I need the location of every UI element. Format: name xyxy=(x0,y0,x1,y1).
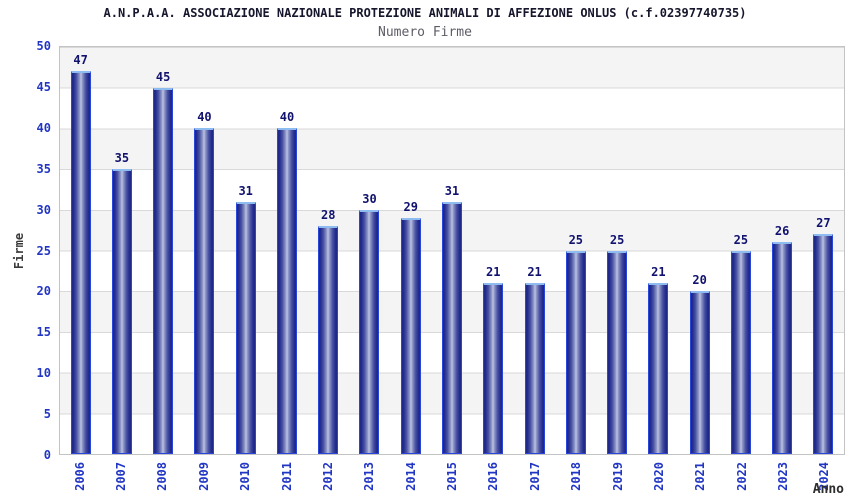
bar-2009 xyxy=(194,128,215,454)
bar-value-label: 20 xyxy=(692,273,707,288)
bar-2013 xyxy=(359,209,380,454)
bar-value-label: 40 xyxy=(279,110,295,125)
y-tick-label: 25 xyxy=(36,243,51,258)
bar-2012 xyxy=(318,226,339,454)
chart-title: A.N.P.A.A. ASSOCIAZIONE NAZIONALE PROTEZ… xyxy=(103,6,747,20)
bar-slot: 27 xyxy=(803,47,844,454)
bar-2020 xyxy=(648,283,669,454)
x-tick-2018: 2018 xyxy=(569,462,584,491)
x-tick-2006: 2006 xyxy=(72,462,87,491)
bar-slot: 30 xyxy=(349,47,390,454)
bar-slot: 21 xyxy=(514,47,555,454)
x-tick-2017: 2017 xyxy=(527,462,542,491)
y-tick-label: 45 xyxy=(36,79,51,94)
y-axis-tick-labels: 0 5 10 15 20 25 30 35 40 45 50 xyxy=(0,40,55,461)
bar-2008 xyxy=(153,87,174,454)
bar-slot: 35 xyxy=(101,47,142,454)
x-tick-2016: 2016 xyxy=(486,462,501,491)
x-tick-2007: 2007 xyxy=(114,462,129,491)
x-tick-2010: 2010 xyxy=(238,462,253,491)
bar-value-label: 35 xyxy=(114,151,130,166)
bar-2023 xyxy=(772,242,793,454)
bar-slot: 40 xyxy=(184,47,225,454)
x-tick-2011: 2011 xyxy=(279,462,294,491)
bar-slot: 20 xyxy=(679,47,720,454)
x-tick-2020: 2020 xyxy=(651,462,666,491)
y-tick-label: 20 xyxy=(36,284,51,299)
bar-value-label: 25 xyxy=(609,232,625,247)
bar-value-label: 29 xyxy=(403,199,418,214)
bar-2022 xyxy=(730,250,751,454)
bar-slot: 21 xyxy=(473,47,514,454)
bar-slot: 31 xyxy=(431,47,472,454)
bar-2019 xyxy=(607,250,628,454)
bar-value-label: 31 xyxy=(444,183,460,198)
x-axis-tick-labels: 2006 2007 2008 2009 2010 2011 2012 2013 2014 2015… xyxy=(59,462,845,500)
x-tick-2008: 2008 xyxy=(155,462,170,491)
y-tick-label: 40 xyxy=(36,120,51,135)
x-tick-2023: 2023 xyxy=(776,462,791,491)
bar-slot: 45 xyxy=(143,47,184,454)
y-tick-label: 15 xyxy=(36,325,51,340)
bar-value-label: 25 xyxy=(568,232,584,247)
bar-2006 xyxy=(70,71,91,454)
bar-slot: 31 xyxy=(225,47,266,454)
bar-value-label: 26 xyxy=(774,224,790,239)
y-tick-label: 50 xyxy=(36,39,51,53)
bar-2021 xyxy=(689,291,710,454)
bar-2024 xyxy=(813,234,834,454)
bar-slot: 25 xyxy=(720,47,761,454)
bar-slot: 28 xyxy=(308,47,349,454)
bar-value-label: 21 xyxy=(651,265,666,280)
y-tick-label: 35 xyxy=(36,161,51,176)
y-tick-label: 10 xyxy=(36,366,51,381)
bar-2011 xyxy=(276,128,297,454)
bar-2018 xyxy=(565,250,586,454)
bar-value-label: 40 xyxy=(197,110,212,125)
bar-2016 xyxy=(483,283,504,454)
y-tick-label: 30 xyxy=(36,202,51,217)
bar-value-label: 28 xyxy=(320,208,336,223)
bar-2007 xyxy=(111,169,132,454)
bar-value-label: 45 xyxy=(155,69,171,84)
bar-value-label: 30 xyxy=(362,191,377,206)
plot-area: 47 35 45 40 31 40 28 30 29 31 21 21 25 25 21 20 25 26 27 xyxy=(59,46,845,455)
bar-value-label: 25 xyxy=(733,232,749,247)
bar-slot: 25 xyxy=(555,47,596,454)
bar-value-label: 27 xyxy=(816,216,831,231)
bar-value-label: 47 xyxy=(73,53,88,68)
bars-container: 47 35 45 40 31 40 28 30 29 31 21 21 25 25 21 20 25 26 27 xyxy=(60,47,844,454)
bar-value-label: 31 xyxy=(238,183,253,198)
x-tick-2009: 2009 xyxy=(196,462,211,491)
x-tick-2012: 2012 xyxy=(320,462,335,491)
chart-subtitle: Numero Firme xyxy=(378,25,472,40)
bar-slot: 40 xyxy=(266,47,307,454)
x-tick-2019: 2019 xyxy=(610,462,625,491)
bar-2014 xyxy=(400,217,421,454)
bar-slot: 29 xyxy=(390,47,431,454)
bar-2017 xyxy=(524,283,545,454)
x-axis-title: Anno xyxy=(812,482,844,497)
x-tick-2021: 2021 xyxy=(693,462,708,491)
x-tick-2014: 2014 xyxy=(403,462,418,491)
bar-value-label: 21 xyxy=(527,265,542,280)
bar-2010 xyxy=(235,201,256,454)
bar-slot: 26 xyxy=(762,47,803,454)
y-tick-label: 0 xyxy=(43,448,51,462)
x-tick-2013: 2013 xyxy=(362,462,377,491)
x-tick-2022: 2022 xyxy=(734,462,749,491)
bar-slot: 47 xyxy=(60,47,101,454)
bar-slot: 25 xyxy=(596,47,637,454)
bar-2015 xyxy=(442,201,463,454)
bar-value-label: 21 xyxy=(486,265,501,280)
x-tick-2015: 2015 xyxy=(445,462,460,491)
y-tick-label: 5 xyxy=(43,407,51,422)
bar-slot: 21 xyxy=(638,47,679,454)
